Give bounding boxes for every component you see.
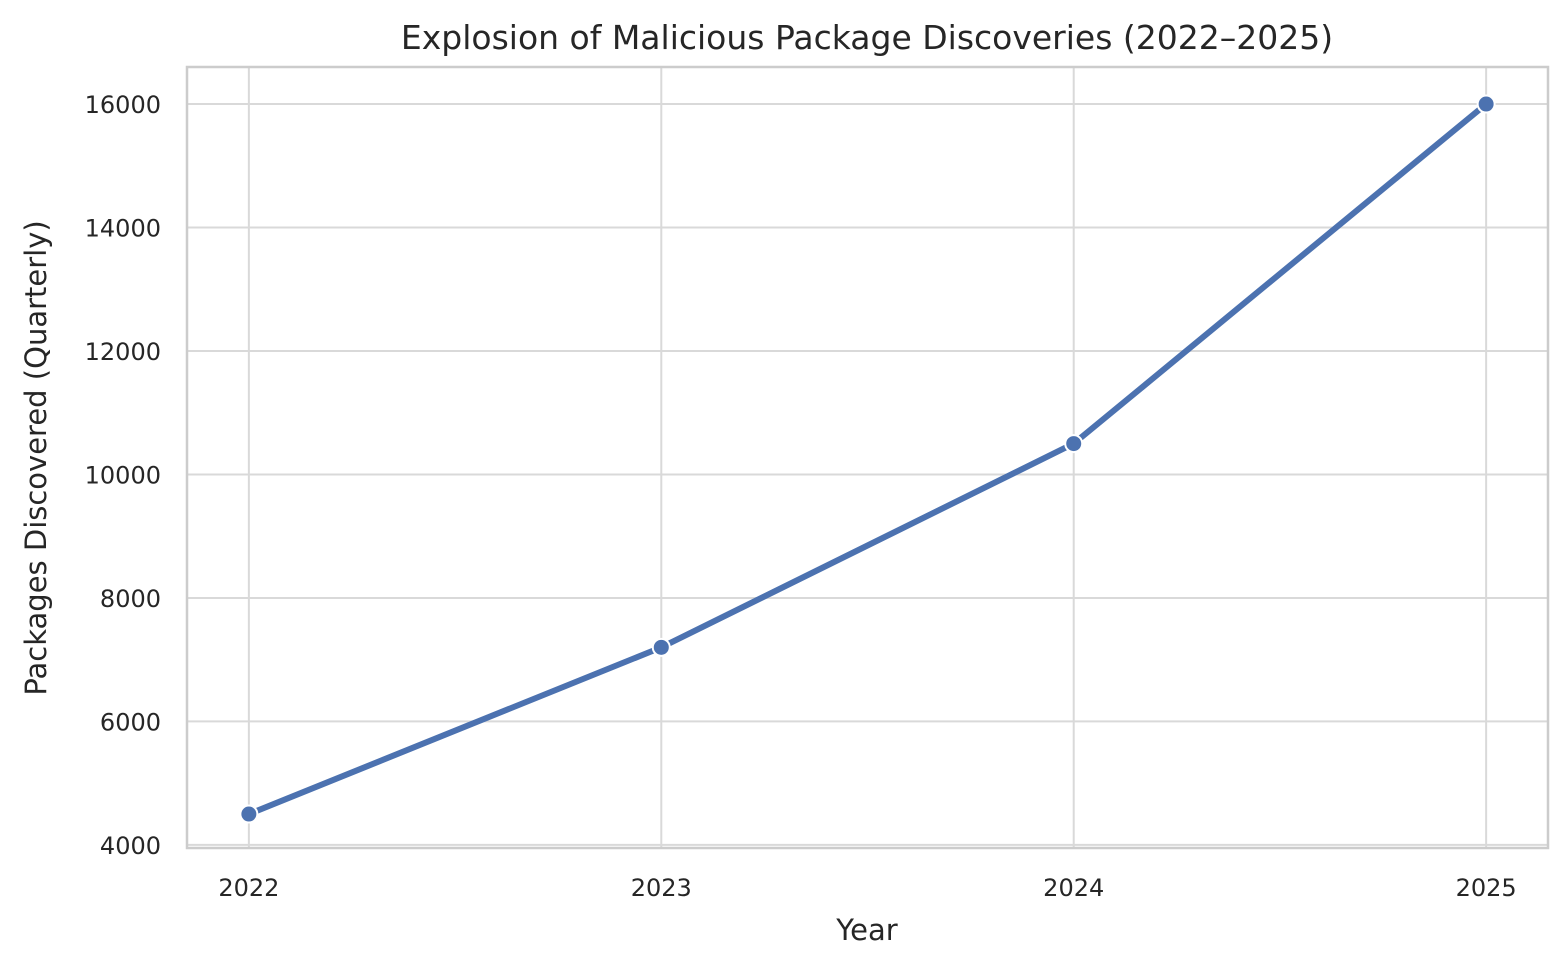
data-point — [1476, 94, 1496, 114]
y-axis-label: Packages Discovered (Quarterly) — [19, 220, 53, 695]
series-layer — [239, 94, 1496, 824]
chart-title: Explosion of Malicious Package Discoveri… — [401, 18, 1333, 57]
data-point — [239, 804, 259, 824]
grid-lines — [187, 67, 1548, 848]
x-tick-label: 2023 — [631, 874, 692, 902]
y-tick-label: 12000 — [85, 338, 161, 366]
y-tick-label: 8000 — [100, 585, 161, 613]
x-tick-label: 2025 — [1456, 874, 1517, 902]
series-line — [245, 101, 1490, 818]
plot-frame — [185, 65, 1550, 850]
y-tick-label: 6000 — [100, 708, 161, 736]
y-tick-label: 16000 — [85, 91, 161, 119]
x-tick-label: 2024 — [1043, 874, 1104, 902]
x-axis-ticks: 2022 2023 2024 2025 — [218, 874, 1516, 902]
y-tick-label: 10000 — [85, 461, 161, 489]
x-tick-label: 2022 — [218, 874, 279, 902]
x-axis-label: Year — [835, 913, 897, 947]
y-tick-label: 4000 — [100, 832, 161, 860]
data-point — [651, 637, 671, 657]
y-axis-ticks: 4000 6000 8000 10000 12000 14000 16000 — [85, 91, 161, 860]
data-point — [1064, 434, 1084, 454]
y-tick-label: 14000 — [85, 215, 161, 243]
